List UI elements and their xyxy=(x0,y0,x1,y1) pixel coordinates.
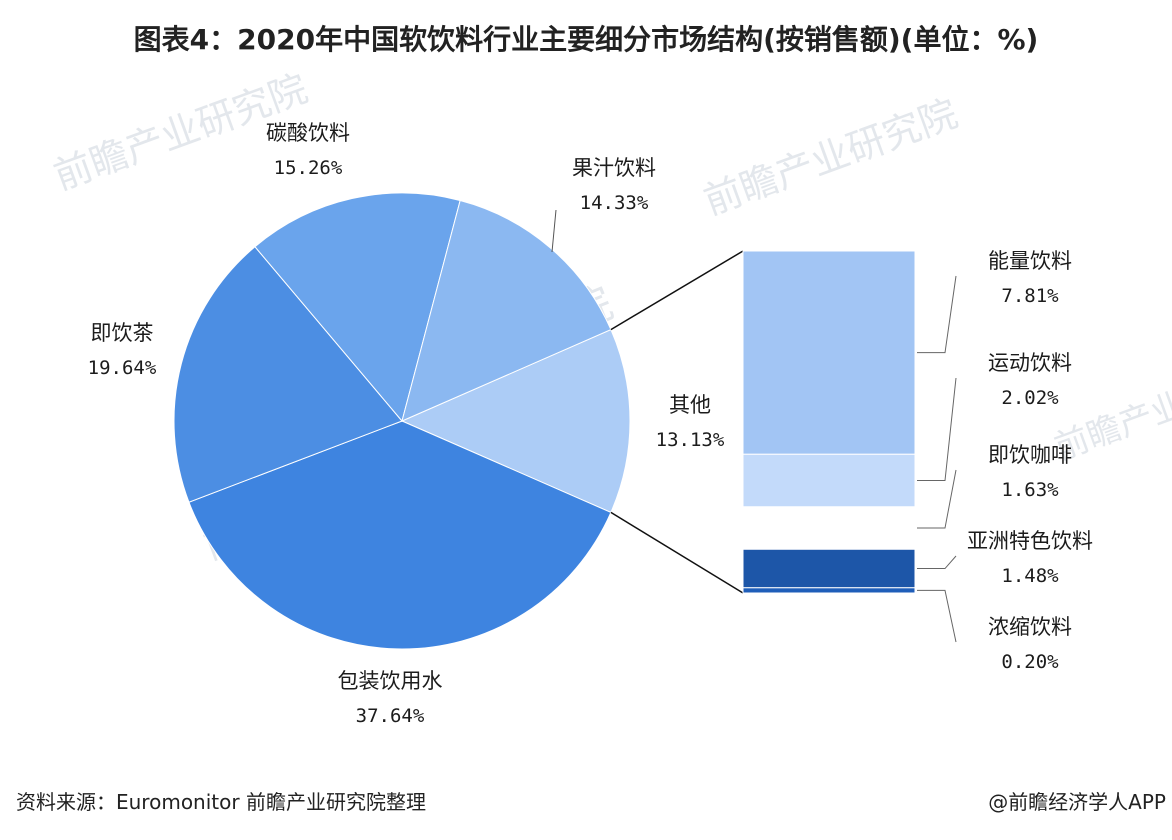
pie-slice-item-2 xyxy=(254,192,461,423)
pie-slice-other xyxy=(400,328,631,514)
leader-line-juice xyxy=(551,209,557,253)
chart-title: 图表4：2020年中国软饮料行业主要细分市场结构(按销售额)(单位：%) xyxy=(133,23,1039,56)
leader-line-bar-4 xyxy=(917,589,957,643)
pie-label-3-value: 14.33% xyxy=(580,192,649,214)
bar-segment-0 xyxy=(742,250,916,455)
connector-top xyxy=(610,250,744,331)
pie xyxy=(173,192,631,650)
leader-line-bar-0 xyxy=(917,275,957,354)
bar-label-4-value: 0.20% xyxy=(1001,651,1059,673)
bar-label-0-value: 7.81% xyxy=(1001,285,1059,307)
leader-line-bar-3 xyxy=(917,555,957,570)
bar-label-1-name: 运动饮料 xyxy=(988,351,1072,375)
pie-label-4-value: 13.13% xyxy=(656,429,725,451)
pie-slice-item-1 xyxy=(173,246,403,503)
bar-label-2-value: 1.63% xyxy=(1001,479,1059,501)
pie-slice-item-3 xyxy=(401,199,612,422)
brand-tag: @前瞻经济学人APP xyxy=(988,790,1166,814)
bar-segment-1 xyxy=(742,453,916,508)
pie-slice-item-0 xyxy=(188,420,612,650)
pie-label-1-name: 即饮茶 xyxy=(91,321,154,345)
pie-label-0-value: 37.64% xyxy=(356,705,425,727)
leader-line-bar-2 xyxy=(917,469,957,529)
connector-lines xyxy=(610,250,744,594)
stacked-bar xyxy=(742,250,916,594)
pie-label-0-name: 包装饮用水 xyxy=(338,669,443,693)
bar-segment-2 xyxy=(742,506,916,550)
pie-label-3-name: 果汁饮料 xyxy=(572,156,656,180)
pie-label-2-value: 15.26% xyxy=(274,157,343,179)
pie-label-1-value: 19.64% xyxy=(88,357,157,379)
pie-label-4-name: 其他 xyxy=(669,393,711,417)
bar-label-2-name: 即饮咖啡 xyxy=(988,443,1072,467)
bar-label-3-value: 1.48% xyxy=(1001,565,1059,587)
labels: 包装饮用水 37.64% 即饮茶 19.64% 碳酸饮料 15.26% 果汁饮料 14.33%… xyxy=(88,121,1093,727)
pie-label-2-name: 碳酸饮料 xyxy=(266,121,350,145)
bar-segment-4 xyxy=(742,587,916,594)
bar-label-0-name: 能量饮料 xyxy=(988,249,1072,273)
bar-label-1-value: 2.02% xyxy=(1001,387,1059,409)
leader-line-bar-1 xyxy=(917,377,957,482)
watermark-text: 前瞻产业研究院 xyxy=(698,91,963,223)
connector-bottom xyxy=(610,511,744,594)
bar-segment-3 xyxy=(742,548,916,589)
bar-label-3-name: 亚洲特色饮料 xyxy=(967,529,1093,553)
source-note: 资料来源：Euromonitor 前瞻产业研究院整理 xyxy=(16,790,426,814)
bar-label-4-name: 浓缩饮料 xyxy=(988,615,1072,639)
